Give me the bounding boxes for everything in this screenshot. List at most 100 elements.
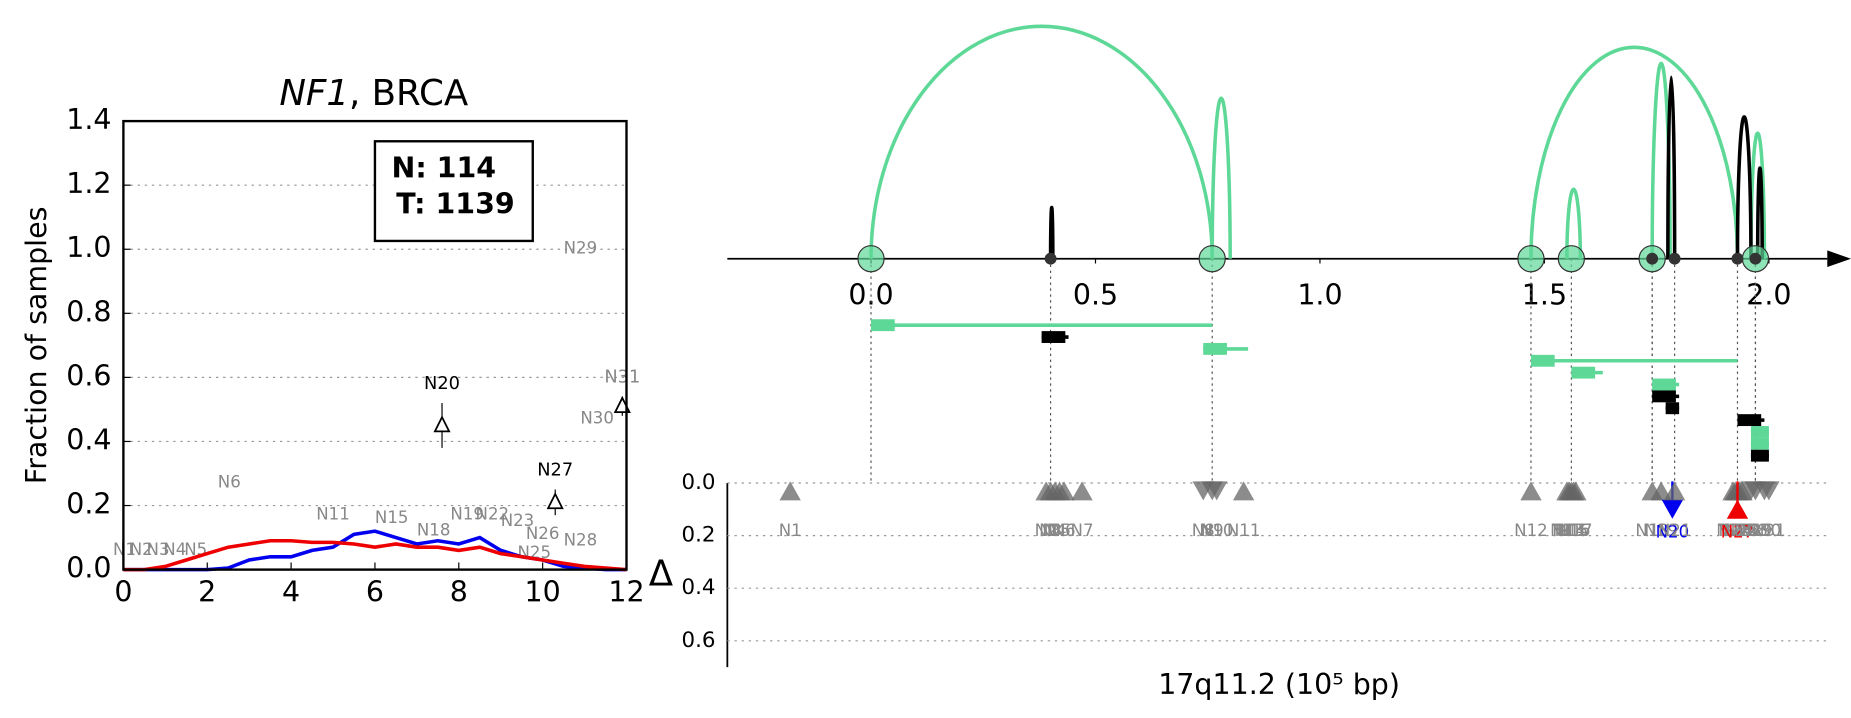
node-label: N19	[1644, 521, 1678, 540]
node-label: N14	[1552, 521, 1586, 540]
site	[1668, 252, 1681, 265]
node-label: N3	[1039, 521, 1062, 540]
node-label: N23	[1718, 521, 1752, 540]
isoform-head	[1203, 342, 1227, 355]
x-tick-label: 10	[525, 575, 561, 608]
legend-box	[373, 140, 534, 243]
node-label: N26	[526, 524, 560, 543]
node-marker	[1206, 481, 1228, 501]
title-rest: , BRCA	[349, 73, 469, 114]
node-label: N15	[375, 508, 409, 527]
isoform-head	[1737, 414, 1762, 427]
node-label: N29	[564, 239, 598, 258]
node-marker	[1663, 481, 1686, 501]
node-label: N16	[1557, 521, 1591, 540]
x-tick-label: 1.0	[1297, 279, 1342, 312]
x-axis-label: 17q11.2 (10⁵ bp)	[1158, 668, 1400, 701]
node-label: N5	[1048, 521, 1071, 540]
node-marker	[1661, 499, 1684, 519]
left-title: NF1, BRCA	[279, 73, 469, 114]
plot-frame	[122, 119, 628, 571]
junction	[1517, 245, 1545, 273]
node-marker	[1053, 481, 1075, 501]
x-tick-label: 12	[608, 575, 644, 608]
y-tick-label: 0.8	[66, 295, 111, 328]
node-label: N26	[1725, 521, 1759, 540]
node-label: N18	[417, 521, 451, 540]
node-marker	[779, 481, 801, 501]
node-label: N12	[1514, 521, 1548, 540]
y-tick-label: 1.4	[66, 103, 111, 136]
node-label: N7	[1071, 521, 1094, 540]
arc	[1666, 75, 1677, 259]
delta-tick-label: 0.6	[682, 628, 716, 653]
arc	[1755, 166, 1764, 259]
node-label: N13	[1550, 521, 1584, 540]
site	[1646, 252, 1659, 265]
y-axis-label: Fraction of samples	[20, 207, 53, 485]
x-tick-label: 6	[366, 575, 384, 608]
point-marker	[433, 415, 451, 433]
node-label: N22	[1716, 521, 1750, 540]
arc	[1529, 45, 1740, 259]
site	[1731, 252, 1744, 265]
arc	[1737, 117, 1750, 259]
node-label: N3	[147, 540, 170, 559]
node-marker	[1758, 481, 1780, 501]
node-label: N17	[1559, 521, 1593, 540]
point-label: N20	[424, 373, 460, 394]
point-label: N27	[537, 460, 573, 481]
isoform-head	[1750, 449, 1769, 462]
junction	[1198, 245, 1226, 273]
node-label: N21	[1658, 521, 1692, 540]
delta-axis-label: Δ	[649, 554, 674, 595]
isoform-head	[1571, 366, 1596, 379]
x-tick-label: 4	[282, 575, 300, 608]
node-label: N4	[1044, 521, 1067, 540]
node-label: N28	[564, 530, 598, 549]
y-tick-label: 1.2	[66, 167, 111, 200]
node-label: N11	[316, 505, 350, 524]
y-tick-label: 1.0	[66, 231, 111, 264]
isoform-head	[1530, 354, 1555, 367]
y-tick-label: 0.6	[66, 359, 111, 392]
node-label: N27	[1721, 523, 1755, 542]
legend-text: T: 1139	[396, 187, 514, 220]
node-label: N1	[779, 521, 802, 540]
delta-tick-label: 0.2	[682, 523, 716, 548]
series-line	[123, 538, 627, 572]
x-tick-label: 0	[114, 575, 132, 608]
node-label: N24	[1721, 521, 1755, 540]
node-label: N2	[1035, 521, 1058, 540]
node-label: N30	[1748, 521, 1782, 540]
node-label: N11	[1227, 521, 1261, 540]
arc	[1048, 205, 1055, 259]
node-label: N10	[1200, 521, 1234, 540]
arc	[1565, 188, 1583, 259]
site	[1044, 252, 1057, 265]
node-marker	[1726, 499, 1749, 519]
node-label: N15	[1555, 521, 1589, 540]
arc	[1212, 98, 1230, 258]
node-label: N19	[450, 505, 484, 524]
node-label: N22	[476, 505, 510, 524]
node-marker	[1565, 481, 1587, 501]
node-label: N31	[1752, 521, 1786, 540]
x-tick-label: 0.5	[1073, 279, 1118, 312]
node-marker	[1071, 481, 1093, 501]
delta-tick-label: 0.0	[682, 470, 716, 495]
isoform-head	[1750, 426, 1769, 438]
node-label: N28	[1734, 521, 1768, 540]
node-marker	[1520, 481, 1542, 501]
junction	[1557, 245, 1586, 273]
node-label: N6	[218, 473, 241, 492]
node-label: N8	[1192, 521, 1215, 540]
isoform-head	[1750, 437, 1769, 450]
node-label: N6	[1053, 521, 1076, 540]
x-tick-label: 1.5	[1522, 279, 1567, 312]
isoform-head	[1652, 390, 1676, 403]
node-label: N2	[130, 540, 153, 559]
axis-arrow	[1827, 250, 1851, 268]
y-tick-label: 0.4	[66, 423, 111, 456]
